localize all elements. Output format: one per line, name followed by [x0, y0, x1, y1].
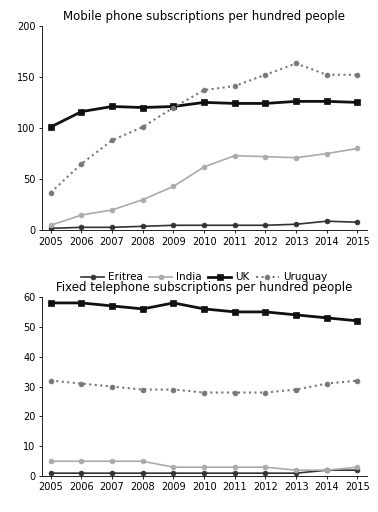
Legend: Eritrea, India, UK, Uruguay: Eritrea, India, UK, Uruguay [81, 272, 327, 283]
Title: Fixed telephone subscriptions per hundred people: Fixed telephone subscriptions per hundre… [56, 282, 352, 294]
Title: Mobile phone subscriptions per hundred people: Mobile phone subscriptions per hundred p… [63, 10, 345, 23]
